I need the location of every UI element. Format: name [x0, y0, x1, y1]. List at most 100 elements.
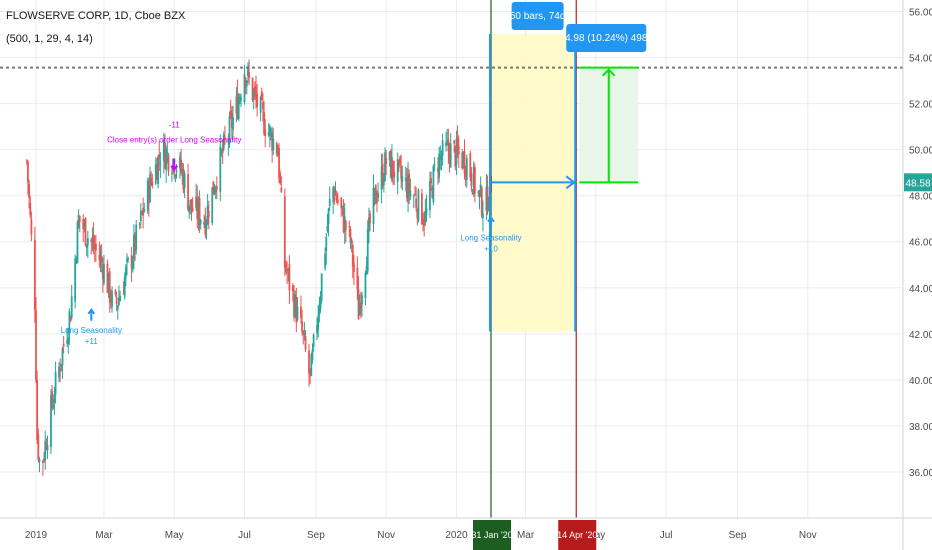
candle-body [248, 72, 251, 78]
candle-body [86, 238, 89, 246]
candle-body [333, 188, 336, 201]
candle-body [276, 152, 279, 157]
candle-body [369, 213, 371, 224]
candle-body [429, 181, 431, 211]
candle-body [391, 157, 393, 181]
candle-body [351, 244, 354, 267]
candle-body [361, 294, 363, 305]
candle-body [28, 183, 30, 198]
candle-body [384, 152, 386, 181]
candle-body [187, 174, 189, 211]
candle-body [206, 205, 209, 224]
candle-body [317, 315, 320, 331]
candle-body [108, 271, 111, 303]
candle-body [70, 296, 73, 318]
candle-body [461, 152, 464, 169]
candle-body [133, 235, 135, 260]
candle-body [149, 174, 151, 202]
candle-body [224, 136, 226, 141]
candle-body [228, 115, 231, 144]
candle-body [107, 272, 110, 293]
candle-body [158, 154, 161, 159]
candle-body [222, 134, 225, 149]
candle-body [103, 264, 105, 284]
indicator-params[interactable]: (500, 1, 29, 4, 14) [6, 33, 93, 45]
date-highlight-badge [473, 520, 511, 550]
candle-body [205, 222, 208, 230]
annotation-qty: -11 [169, 121, 181, 130]
candle-body [67, 337, 70, 345]
candle-body [174, 175, 177, 177]
candle-body [181, 168, 184, 173]
candle-body [211, 187, 214, 223]
y-tick-label: 50.00 [909, 146, 932, 157]
candle-body [334, 194, 337, 196]
candle-body [343, 216, 346, 232]
candle-body [42, 460, 44, 463]
candle-body [312, 334, 315, 348]
candle-body [482, 213, 484, 219]
candle-body [123, 277, 126, 297]
candle-body [374, 185, 377, 204]
candle-body [356, 267, 359, 290]
candle-body [431, 187, 434, 198]
candle-body [45, 444, 48, 450]
candle-body [326, 226, 329, 232]
candle-body [309, 368, 312, 373]
candle-body [154, 164, 157, 184]
candle-body [445, 142, 447, 146]
candle-body [215, 186, 218, 190]
candle-body [424, 212, 427, 223]
candle-body [227, 137, 230, 144]
date-range-arrow-head [565, 175, 576, 190]
candle-body [35, 310, 37, 381]
candle-body [46, 445, 49, 451]
candle-body [207, 211, 210, 218]
candle-body [43, 458, 45, 460]
candle-body [342, 208, 345, 232]
candle-body [244, 78, 247, 87]
date-highlight-badge [558, 520, 597, 550]
candle-body [283, 196, 286, 268]
candle-body [118, 297, 120, 305]
candle-body [151, 181, 154, 186]
candle-body [119, 295, 121, 302]
candle-body [264, 129, 267, 137]
candle-body [115, 297, 118, 305]
candle-body [485, 186, 488, 211]
candle-body [332, 187, 335, 203]
candle-body [408, 174, 411, 193]
candle-body [463, 151, 466, 174]
candle-body [220, 150, 223, 153]
candle-body [430, 178, 433, 184]
candle-body [425, 208, 428, 216]
candle-body [69, 316, 72, 322]
candle-body [85, 244, 88, 248]
candle-body [392, 160, 394, 176]
candle-body [92, 234, 95, 249]
symbol-title[interactable]: FLOWSERVE CORP, 1D, Cboe BZX [6, 10, 186, 22]
strategy-annotations: Long Seasonality +11 -11 Close entry(s) ord… [61, 121, 522, 346]
annotation-arrow-down-icon [170, 158, 179, 172]
candle-body [301, 321, 303, 332]
candle-body [191, 207, 194, 212]
candle-body [141, 211, 143, 213]
annotation-label: Long Seasonality [460, 234, 521, 243]
candle-body [414, 193, 416, 195]
candle-body [470, 173, 473, 187]
candle-body [286, 272, 289, 274]
candle-body [195, 196, 198, 208]
candle-body [439, 155, 442, 158]
candle-body [188, 205, 191, 213]
candle-body [336, 199, 339, 203]
candle-body [422, 220, 424, 225]
candle-body [164, 142, 166, 169]
candle-body [271, 132, 274, 151]
candle-body [288, 264, 291, 291]
candle-body [473, 167, 476, 194]
candle-body [316, 325, 318, 334]
candle-body [318, 306, 321, 315]
price-range-arrow-head [602, 68, 616, 77]
candle-body [50, 395, 52, 448]
